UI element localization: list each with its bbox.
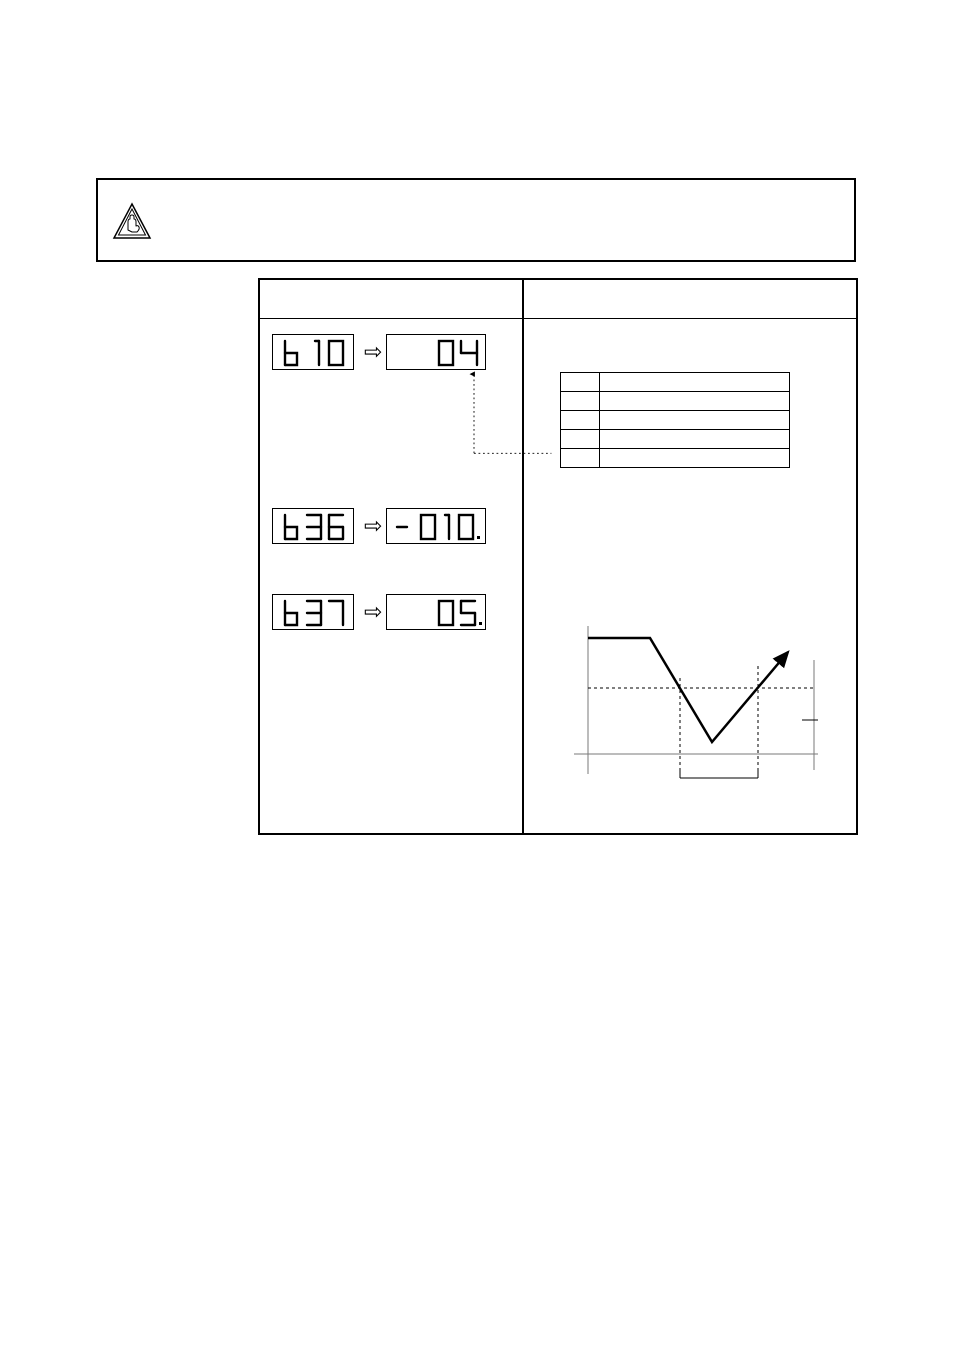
param-code-box — [272, 508, 354, 544]
param-value-box — [386, 334, 486, 370]
page: ⇨ — [0, 0, 954, 1351]
table-row — [561, 430, 790, 449]
opt-idx — [561, 392, 600, 411]
opt-idx — [561, 449, 600, 468]
leader-line — [465, 360, 555, 462]
opt-label — [600, 430, 790, 449]
param-row-b10: ⇨ — [272, 334, 354, 374]
param-value-box — [386, 594, 486, 630]
seg-b37 — [273, 595, 355, 631]
col-divider — [522, 280, 524, 833]
opt-label — [600, 392, 790, 411]
opt-label — [600, 449, 790, 468]
seg-04 — [387, 335, 487, 371]
response-graph — [566, 620, 822, 796]
opt-label — [600, 411, 790, 430]
table-row — [561, 411, 790, 430]
seg-neg010 — [387, 509, 487, 545]
table-row — [561, 392, 790, 411]
seg-b36 — [273, 509, 355, 545]
opt-idx — [561, 373, 600, 392]
param-value-box — [386, 508, 486, 544]
opt-label — [600, 373, 790, 392]
param-row-b37: ⇨ — [272, 594, 354, 634]
arrow-icon: ⇨ — [364, 508, 382, 544]
parameters-table: ⇨ — [258, 278, 858, 835]
opt-idx — [561, 430, 600, 449]
arrow-icon: ⇨ — [364, 594, 382, 630]
param-code-box — [272, 594, 354, 630]
param-row-b36: ⇨ — [272, 508, 354, 548]
seg-05 — [387, 595, 487, 631]
table-row — [561, 373, 790, 392]
option-table — [560, 372, 790, 468]
seg-b10 — [273, 335, 355, 371]
table-row — [561, 449, 790, 468]
opt-idx — [561, 411, 600, 430]
header-divider — [260, 318, 856, 319]
param-code-box — [272, 334, 354, 370]
warning-box — [96, 178, 856, 262]
arrow-icon: ⇨ — [364, 334, 382, 370]
hand-caution-icon — [112, 202, 152, 242]
